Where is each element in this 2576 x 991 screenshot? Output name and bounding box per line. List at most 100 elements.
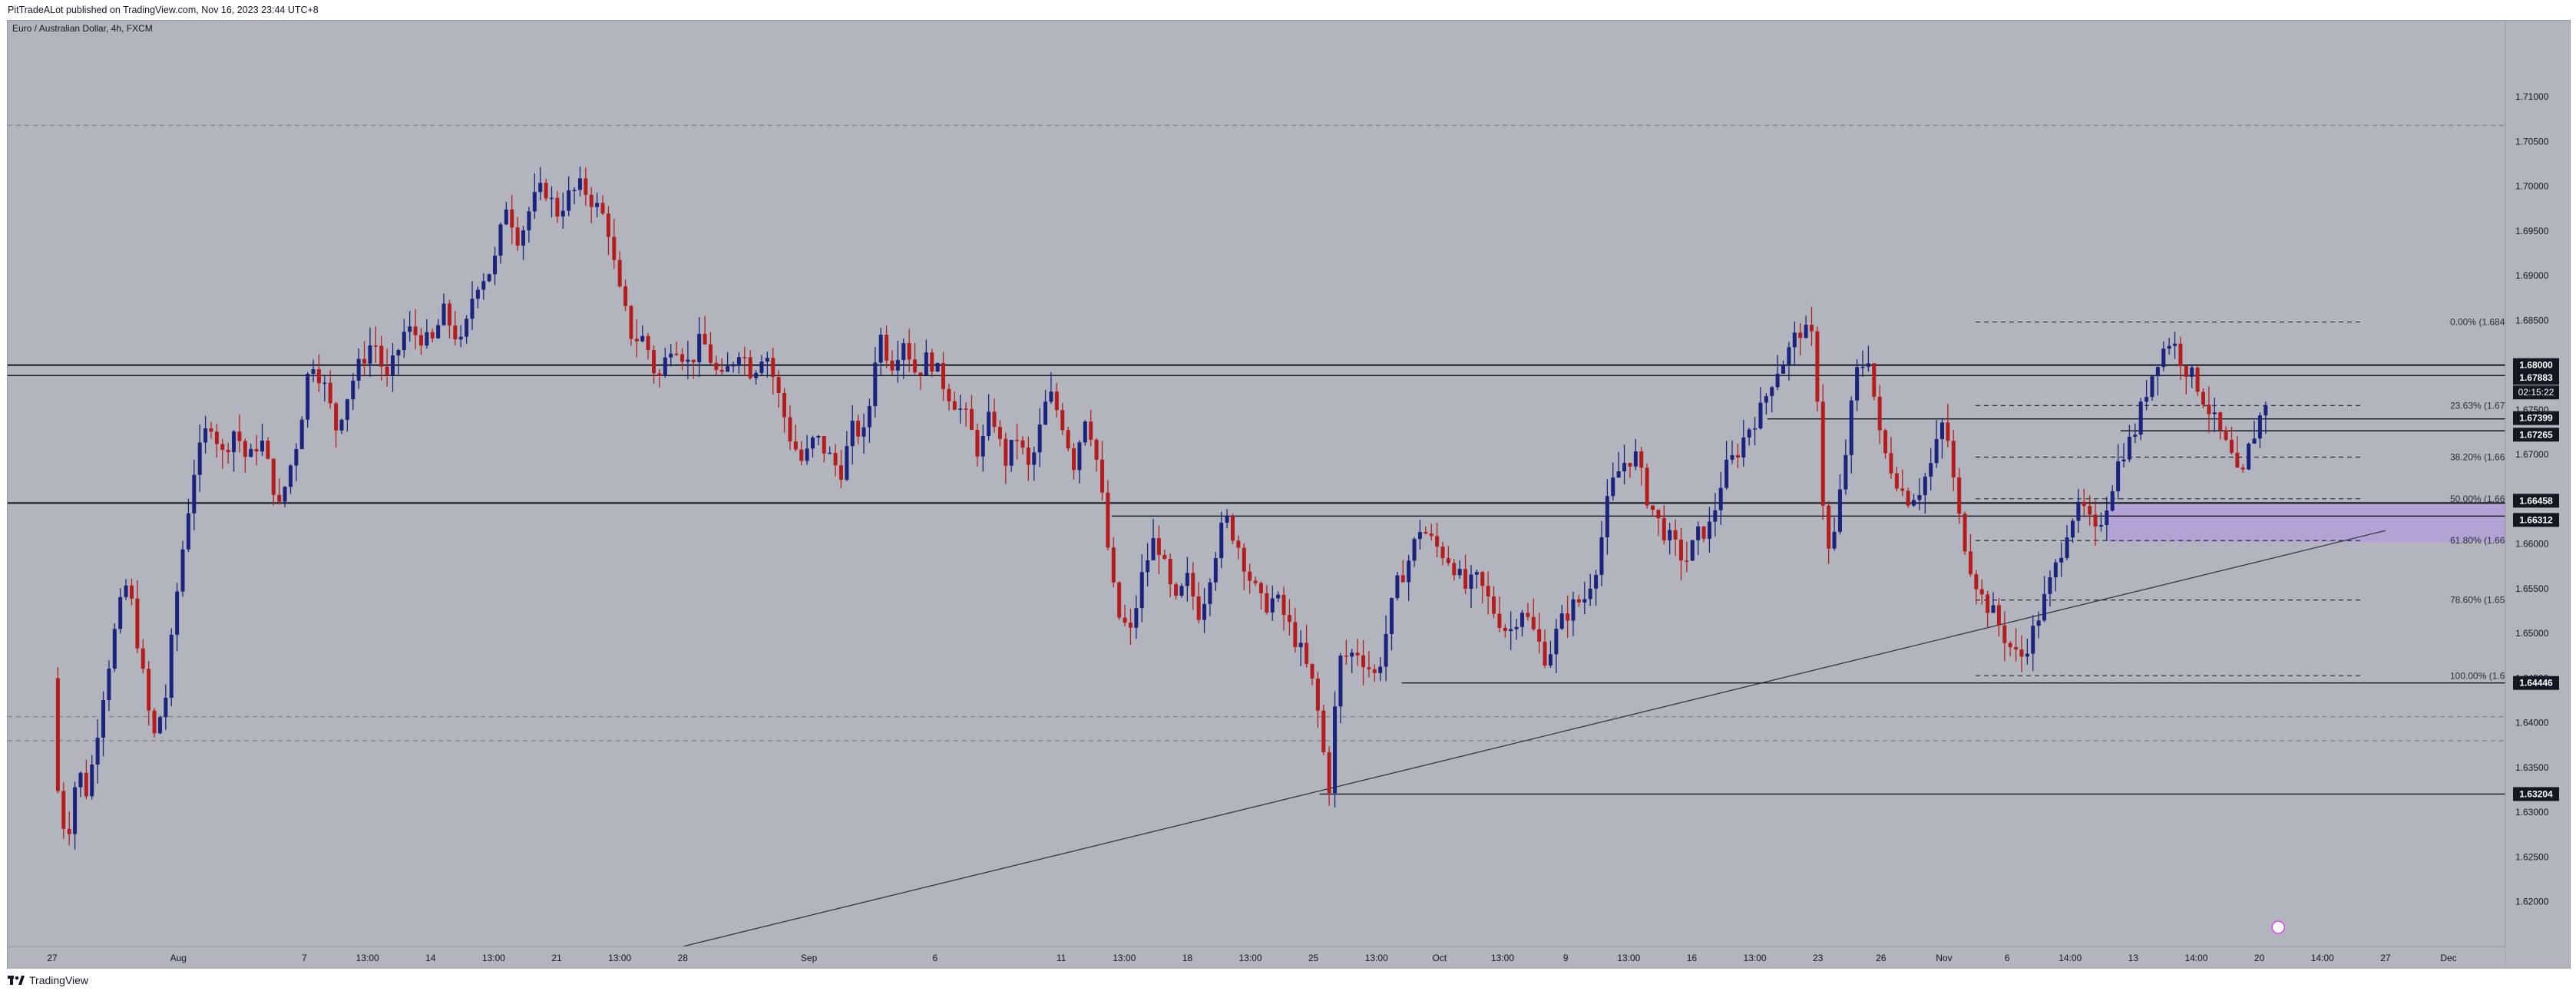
candle-body	[1957, 477, 1962, 514]
candle-body	[1457, 569, 1462, 576]
price-tick-label: 1.62000	[2515, 897, 2549, 907]
price-chart[interactable]: Euro / Australian Dollar, 4h, FXCMAUD0.0…	[8, 21, 2570, 969]
candle-body	[1622, 463, 1627, 472]
candle-body	[413, 326, 418, 335]
candle-body	[1889, 453, 1893, 474]
candle-body	[1849, 400, 1853, 455]
candle-body	[1049, 391, 1053, 402]
chart-panel[interactable]: Euro / Australian Dollar, 4h, FXCMAUD0.0…	[7, 20, 2571, 970]
candle-body	[1758, 402, 1763, 429]
candle-body	[112, 629, 117, 669]
candle-body	[2014, 647, 2019, 650]
candle-body	[652, 350, 656, 374]
candle-body	[1519, 613, 1524, 627]
price-level-label: 1.67883	[2519, 372, 2553, 383]
candle-body	[316, 368, 321, 384]
candle-body	[1117, 582, 1122, 618]
candle-body	[1616, 471, 1621, 478]
candle-body	[169, 634, 174, 698]
candle-body	[243, 441, 247, 458]
candle-body	[1179, 586, 1184, 596]
candle-body	[441, 303, 446, 325]
candle-body	[1032, 452, 1037, 465]
candle-body	[907, 343, 911, 360]
candle-body	[674, 353, 679, 355]
time-tick-label: 13:00	[482, 953, 505, 963]
candle-body	[362, 358, 367, 364]
candle-body	[2178, 343, 2183, 366]
candle-body	[391, 355, 395, 376]
candle-body	[1435, 536, 1440, 547]
candle-body	[776, 377, 781, 393]
candle-body	[1253, 580, 1258, 583]
candle-body	[1265, 593, 1269, 613]
candle-body	[1713, 510, 1718, 522]
time-tick-label: 26	[1876, 953, 1887, 963]
candle-body	[1611, 477, 1615, 497]
candle-body	[1492, 596, 1496, 614]
candle-body	[1690, 540, 1695, 561]
candle-body	[1685, 560, 1689, 562]
candle-body	[793, 441, 798, 450]
candle-body	[833, 452, 838, 466]
footer-bar	[0, 969, 2576, 991]
tradingview-logo[interactable]: TradingView	[8, 973, 88, 987]
candle-body	[2144, 397, 2149, 402]
tradingview-brand: TradingView	[29, 974, 89, 986]
candle-body	[1480, 572, 1485, 586]
candle-body	[2257, 415, 2262, 439]
candle-body	[271, 458, 276, 495]
candle-body	[561, 210, 565, 217]
time-tick-label: 13:00	[1113, 953, 1136, 963]
candle-body	[555, 197, 560, 217]
candle-body	[2048, 577, 2052, 594]
candle-body	[510, 209, 514, 228]
candle-body	[736, 357, 741, 365]
price-level-badge	[2513, 411, 2559, 425]
candle-body	[1395, 575, 1400, 599]
candle-body	[232, 431, 236, 453]
candle-body	[1026, 448, 1030, 465]
candle-body	[1912, 500, 1916, 506]
candle-body	[714, 362, 719, 370]
candle-body	[1820, 401, 1825, 506]
time-tick-label: 28	[678, 953, 689, 963]
candle-body	[1855, 367, 1860, 401]
candle-body	[1764, 396, 1768, 403]
candle-body	[1344, 656, 1348, 657]
time-tick-label: 13:00	[356, 953, 379, 963]
candle-body	[1355, 652, 1360, 656]
time-tick-label: 16	[1687, 953, 1698, 963]
candle-body	[913, 359, 918, 373]
candle-body	[1707, 521, 1711, 539]
candle-body	[1258, 583, 1263, 593]
candle-body	[964, 408, 968, 410]
time-tick-label: 14:00	[2058, 953, 2082, 963]
candle-body	[1946, 422, 1950, 441]
candle-body	[2252, 438, 2257, 444]
candle-body	[1202, 603, 1207, 620]
candle-body	[1429, 533, 1433, 537]
candle-body	[2190, 367, 2194, 377]
candle-body	[2008, 642, 2012, 648]
candle-body	[1208, 582, 1212, 604]
candle-body	[2076, 501, 2081, 521]
chart-background	[8, 21, 2570, 969]
candle-body	[322, 382, 327, 385]
candle-body	[2138, 401, 2143, 435]
candle-body	[1293, 622, 1298, 648]
candle-body	[867, 406, 871, 428]
candle-body	[73, 787, 78, 834]
candle-body	[61, 791, 66, 829]
candle-body	[2195, 367, 2200, 392]
candle-body	[203, 428, 208, 443]
candle-body	[453, 325, 458, 340]
candle-body	[1678, 539, 1683, 561]
candle-body	[1537, 629, 1542, 642]
candle-body	[1327, 752, 1331, 794]
candle-body	[2116, 461, 2121, 491]
candle-body	[646, 335, 650, 351]
candle-body	[1770, 387, 1774, 397]
candle-body	[1333, 706, 1338, 794]
candle-body	[924, 352, 928, 375]
